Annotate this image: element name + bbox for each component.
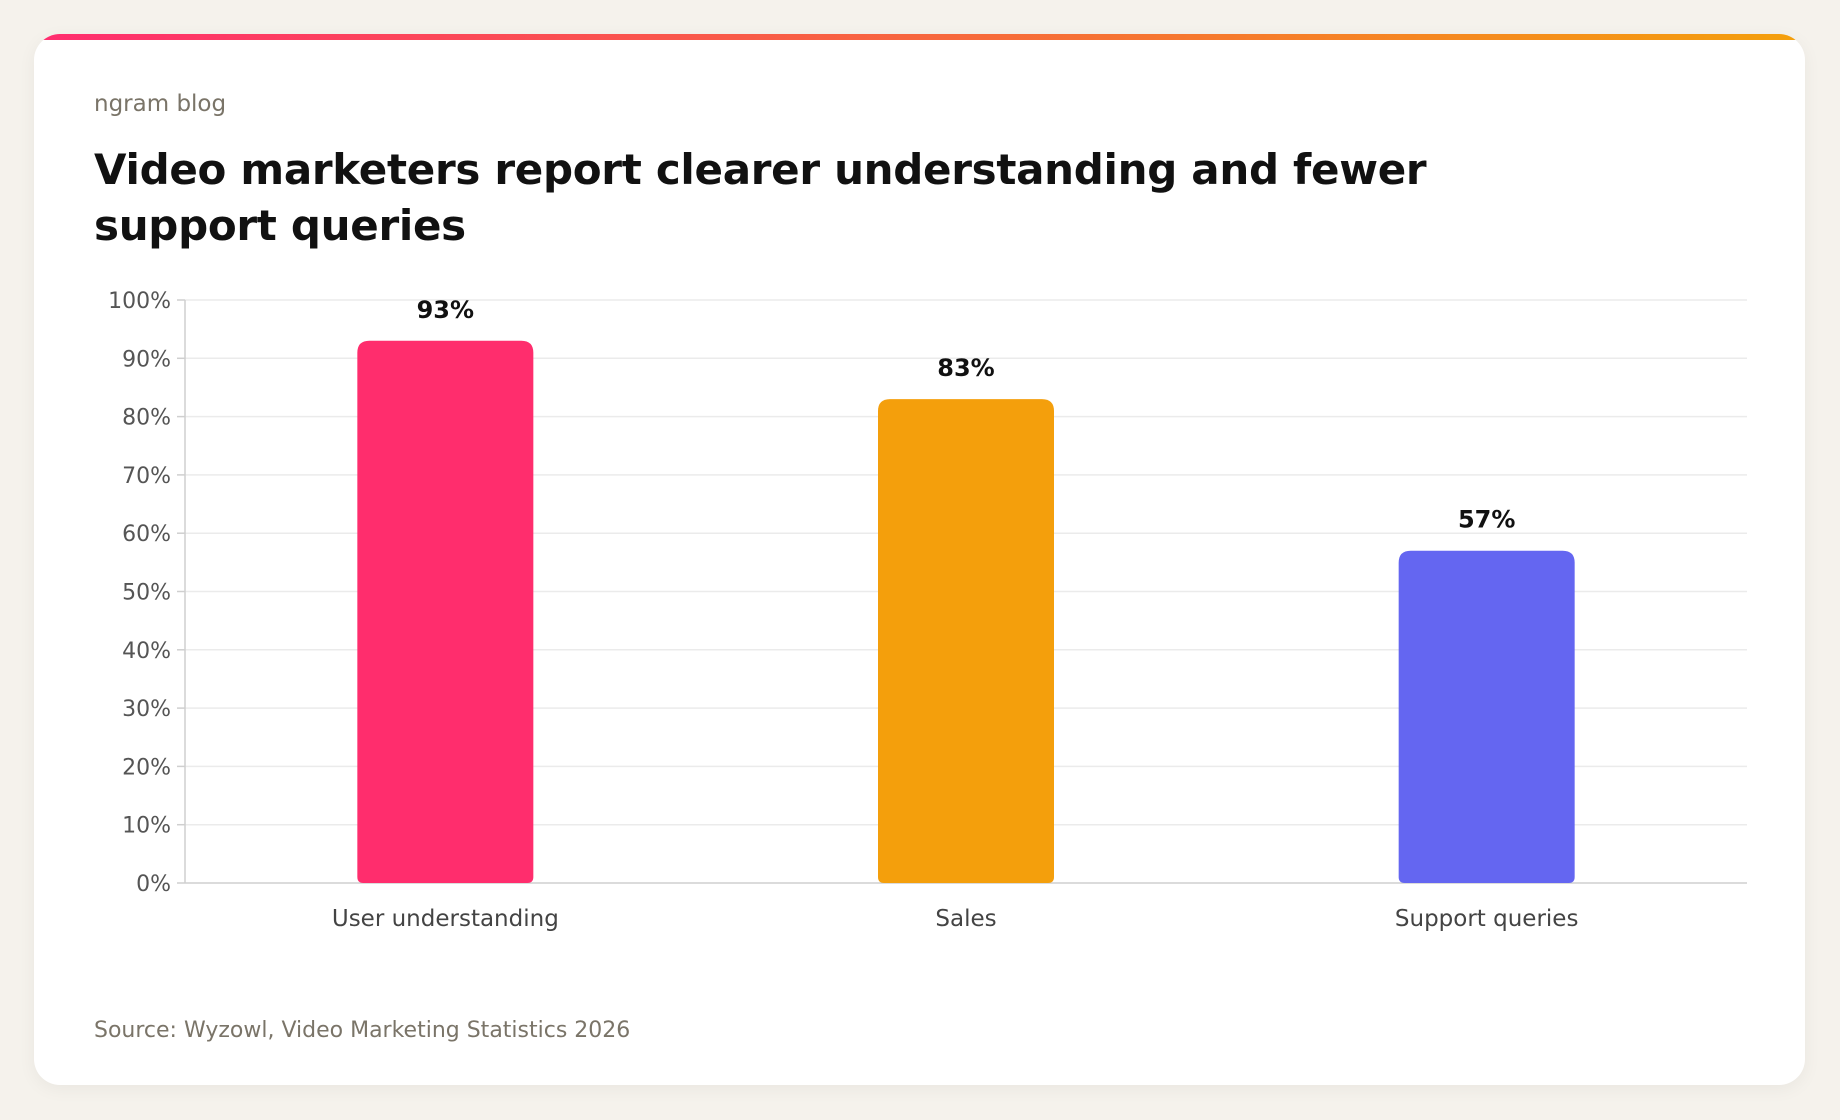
chart-card: ngram blog Video marketers report cleare… [34, 34, 1805, 1085]
y-tick-label: 10% [122, 814, 171, 839]
y-tick-label: 50% [122, 581, 171, 606]
y-tick-label: 20% [122, 755, 171, 780]
data-label: 57% [1458, 506, 1515, 534]
y-tick-label: 30% [122, 697, 171, 722]
bar-chart: 0% 10% 20% 30% 40% 50% 60% 70% 80% 90% 100% 93% User… [108, 289, 1747, 932]
accent-bar [34, 34, 1805, 40]
source-note: Source: Wyzowl, Video Marketing Statisti… [94, 1018, 631, 1043]
bar-user-understanding [357, 340, 534, 883]
y-tick-label: 0% [136, 872, 171, 897]
x-tick-label: Sales [935, 906, 996, 932]
y-tick-label: 70% [122, 464, 171, 489]
y-tick-label: 90% [122, 347, 171, 372]
x-tick-label: User understanding [332, 906, 559, 932]
data-label: 83% [937, 354, 994, 382]
data-label: 93% [417, 296, 474, 324]
bar-support-queries [1398, 550, 1575, 883]
brand-label: ngram blog [94, 91, 227, 117]
bar-sales [878, 399, 1054, 883]
chart-title: Video marketers report clearer understan… [94, 145, 1427, 250]
y-tick-label: 40% [122, 639, 171, 664]
y-tick-label: 100% [108, 289, 171, 314]
y-tick-label: 60% [122, 522, 171, 547]
y-tick-label: 80% [122, 406, 171, 431]
x-tick-label: Support queries [1395, 906, 1579, 932]
